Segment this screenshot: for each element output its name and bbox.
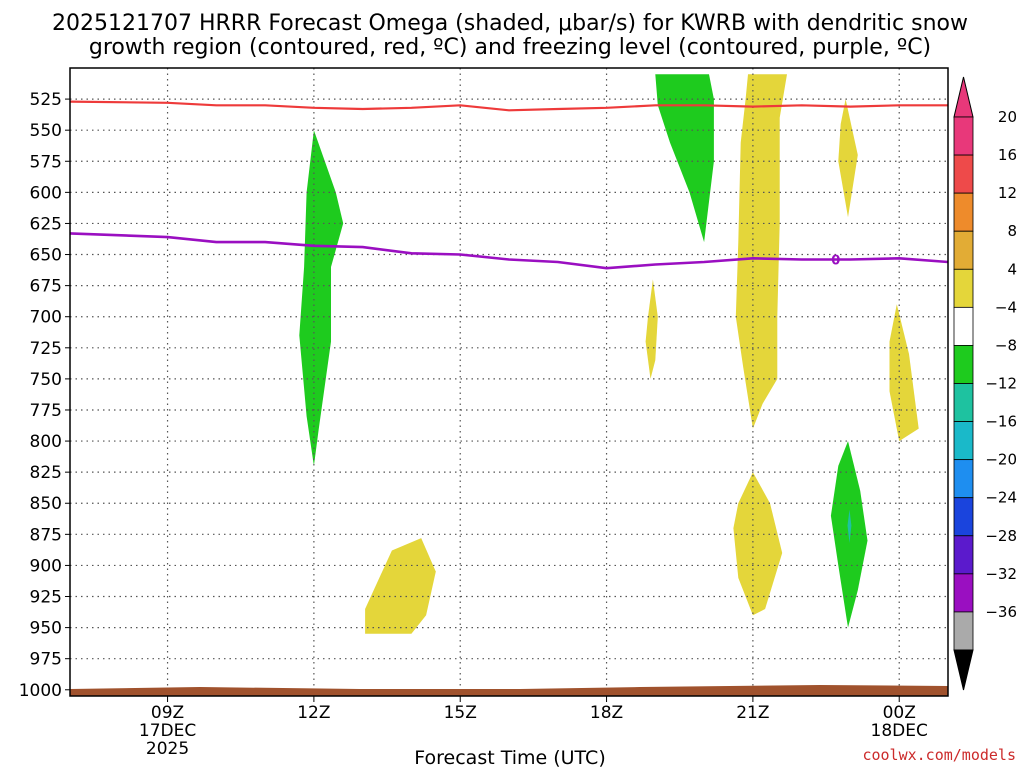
colorbar-label-3: 8: [1007, 222, 1017, 240]
x-axis-title: Forecast Time (UTC): [414, 747, 605, 768]
colorbar-swatch-0: [953, 116, 974, 156]
omega-pos-23z-upper: [838, 99, 858, 218]
y-tick-label-950: 950: [30, 619, 62, 639]
omega-pos-19z: [645, 279, 658, 379]
terrain-ground: [70, 685, 948, 696]
colorbar-label-10: −24: [985, 489, 1017, 507]
colorbar-swatch-3: [953, 230, 974, 270]
omega-pos-21z-low: [733, 472, 783, 616]
plot-background: [70, 68, 948, 696]
x-tick-label-21Z: 21Z: [736, 703, 769, 723]
omega-neg-20z: [655, 74, 714, 243]
colorbar-swatch-9: [953, 459, 974, 499]
colorbar-label-9: −20: [985, 451, 1017, 469]
y-tick-label-925: 925: [30, 588, 62, 608]
colorbar-label-6: −8: [995, 336, 1017, 354]
colorbar-swatch-11: [953, 535, 974, 575]
gridlines: [70, 68, 948, 696]
colorbar-swatch-2: [953, 192, 974, 232]
colorbar-label-7: −12: [985, 375, 1017, 393]
colorbar-bottom-arrow: [953, 649, 974, 691]
y-tick-label-900: 900: [30, 556, 62, 576]
omega-pos-14z-low: [365, 538, 436, 634]
omega-pos-24z: [889, 304, 919, 442]
colorbar-label-1: 16: [998, 146, 1017, 164]
chart-title-line-1: 2025121707 HRRR Forecast Omega (shaded, …: [52, 11, 968, 36]
dendritic-growth-zone-contour: [69, 100, 948, 112]
plot-frame: [69, 67, 949, 697]
colorbar-swatch-13: [953, 611, 974, 651]
y-tick-label-775: 775: [30, 401, 62, 421]
omega-neg-12z: [299, 130, 344, 466]
omega-neg-23z-core: [847, 509, 852, 543]
omega-pos-21z: [735, 74, 787, 429]
y-tick-label-1000: 1000: [19, 681, 62, 701]
colorbar-swatch-5: [953, 306, 974, 346]
y-tick-label-750: 750: [30, 370, 62, 390]
colorbar-swatch-12: [953, 573, 974, 613]
colorbar-swatch-8: [953, 421, 974, 461]
plot-area: 0: [69, 67, 949, 697]
x-tick-label-15Z: 15Z: [444, 703, 477, 723]
colorbar: 20 16 12 8 4 −4 −8 −12 −16 −20 −24 −28 −32 −36: [953, 76, 1017, 691]
colorbar-label-0: 20: [998, 108, 1017, 126]
y-tick-label-675: 675: [30, 277, 62, 297]
y-tick-label-650: 650: [30, 246, 62, 266]
y-tick-label-625: 625: [30, 214, 62, 234]
y-tick-label-800: 800: [30, 432, 62, 452]
colorbar-label-8: −16: [985, 413, 1017, 431]
colorbar-top-arrow: [953, 76, 974, 118]
chart-title-line-2: growth region (contoured, red, ºC) and f…: [89, 35, 931, 60]
y-tick-label-700: 700: [30, 308, 62, 328]
colorbar-swatch-10: [953, 497, 974, 537]
colorbar-swatch-7: [953, 383, 974, 422]
colorbar-swatch-6: [953, 345, 974, 384]
x-tick-label-09Z: 09Z: [151, 703, 184, 723]
colorbar-label-11: −28: [985, 527, 1017, 545]
y-tick-label-850: 850: [30, 494, 62, 514]
colorbar-swatch-4: [953, 268, 974, 308]
x-date-label-18DEC: 18DEC: [871, 721, 928, 741]
y-tick-label-525: 525: [30, 90, 62, 110]
x-date-label-17DEC: 17DEC: [139, 721, 196, 741]
y-axis-pressure-labels: 525 550 575 600 625 650 675 700 725 750 775 800 825 8…: [19, 90, 70, 701]
x-year-label: 2025: [146, 739, 189, 759]
colorbar-label-2: 12: [998, 184, 1017, 202]
colorbar-swatch-1: [953, 154, 974, 194]
y-tick-label-825: 825: [30, 463, 62, 483]
colorbar-label-12: −32: [985, 565, 1017, 583]
omega-shaded-regions: [299, 74, 919, 634]
source-credit: coolwx.com/models: [862, 746, 1016, 764]
colorbar-label-5: −4: [995, 298, 1017, 316]
freezing-level-contour-label: 0: [831, 254, 840, 269]
colorbar-label-13: −36: [985, 603, 1017, 621]
y-tick-label-550: 550: [30, 121, 62, 141]
colorbar-label-4: 4: [1007, 260, 1017, 278]
x-tick-label-00Z: 00Z: [883, 703, 916, 723]
x-tick-label-18Z: 18Z: [590, 703, 623, 723]
y-tick-label-575: 575: [30, 152, 62, 172]
y-tick-label-975: 975: [30, 650, 62, 670]
freezing-level-contour: [69, 232, 949, 270]
y-tick-label-600: 600: [30, 183, 62, 203]
y-tick-label-725: 725: [30, 339, 62, 359]
y-tick-label-875: 875: [30, 525, 62, 545]
x-tick-label-12Z: 12Z: [297, 703, 330, 723]
